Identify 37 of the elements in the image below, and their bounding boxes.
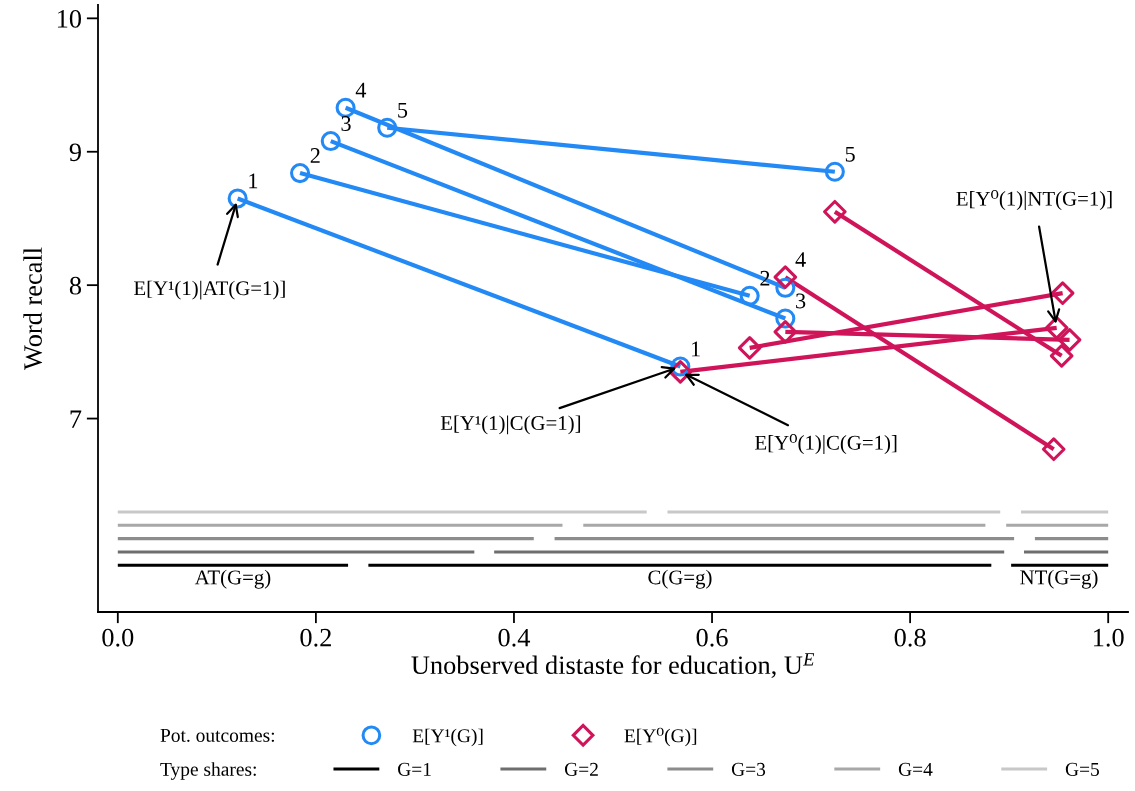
text: Pot. outcomes: <box>160 728 275 742</box>
text: Type shares: <box>160 762 256 780</box>
annotation: E[Y¹(1)|C(G=1)] <box>440 415 581 435</box>
x-axis-title: Unobserved distaste for education, U$^{E}$ <box>411 653 815 678</box>
annotation: E[Y⁰(1)|NT(G=1)] <box>956 190 1112 211</box>
annotation: NT(G=g) <box>1020 569 1098 589</box>
legend-label: G=5 <box>1065 762 1099 776</box>
x-tick-label: 0.2 <box>300 628 331 647</box>
legend-label: G=3 <box>731 762 766 776</box>
legend-label: G=1 <box>398 762 431 776</box>
annotation: 3 <box>341 116 351 132</box>
legend-label: E[Y¹(G)] <box>412 728 483 747</box>
annotation: 2 <box>310 148 320 163</box>
x-tick-label: 0.6 <box>696 628 728 647</box>
annotation: 5 <box>845 146 855 162</box>
annotation: 5 <box>398 102 408 118</box>
y-tick-label: 7 <box>70 410 82 428</box>
annotation: 4 <box>795 252 806 267</box>
legend-label: G=4 <box>898 762 933 776</box>
y-axis-title: Word recall <box>23 247 43 371</box>
annotation: AT(G=g) <box>194 569 271 589</box>
y-tick-label: 8 <box>69 276 82 295</box>
x-tick-label: 0.0 <box>102 628 134 647</box>
x-tick-label: 1.0 <box>1094 628 1124 647</box>
legend-label: E[Y⁰(G)] <box>624 727 697 747</box>
annotation: 1 <box>692 341 700 357</box>
y-tick-label: 9 <box>69 143 81 162</box>
annotation: 4 <box>355 82 367 98</box>
x-tick-label: 0.4 <box>498 628 531 647</box>
legend-label: G=2 <box>564 762 598 776</box>
annotation: 3 <box>796 293 806 309</box>
annotation: E[Y¹(1)|AT(G=1)] <box>134 280 285 300</box>
annotation: C(G=g) <box>648 569 712 589</box>
y-tick-label: 10 <box>57 9 82 28</box>
annotation: 1 <box>249 173 258 189</box>
annotation: E[Y⁰(1)|C(G=1)] <box>755 434 897 455</box>
x-tick-label: 0.8 <box>894 628 926 647</box>
